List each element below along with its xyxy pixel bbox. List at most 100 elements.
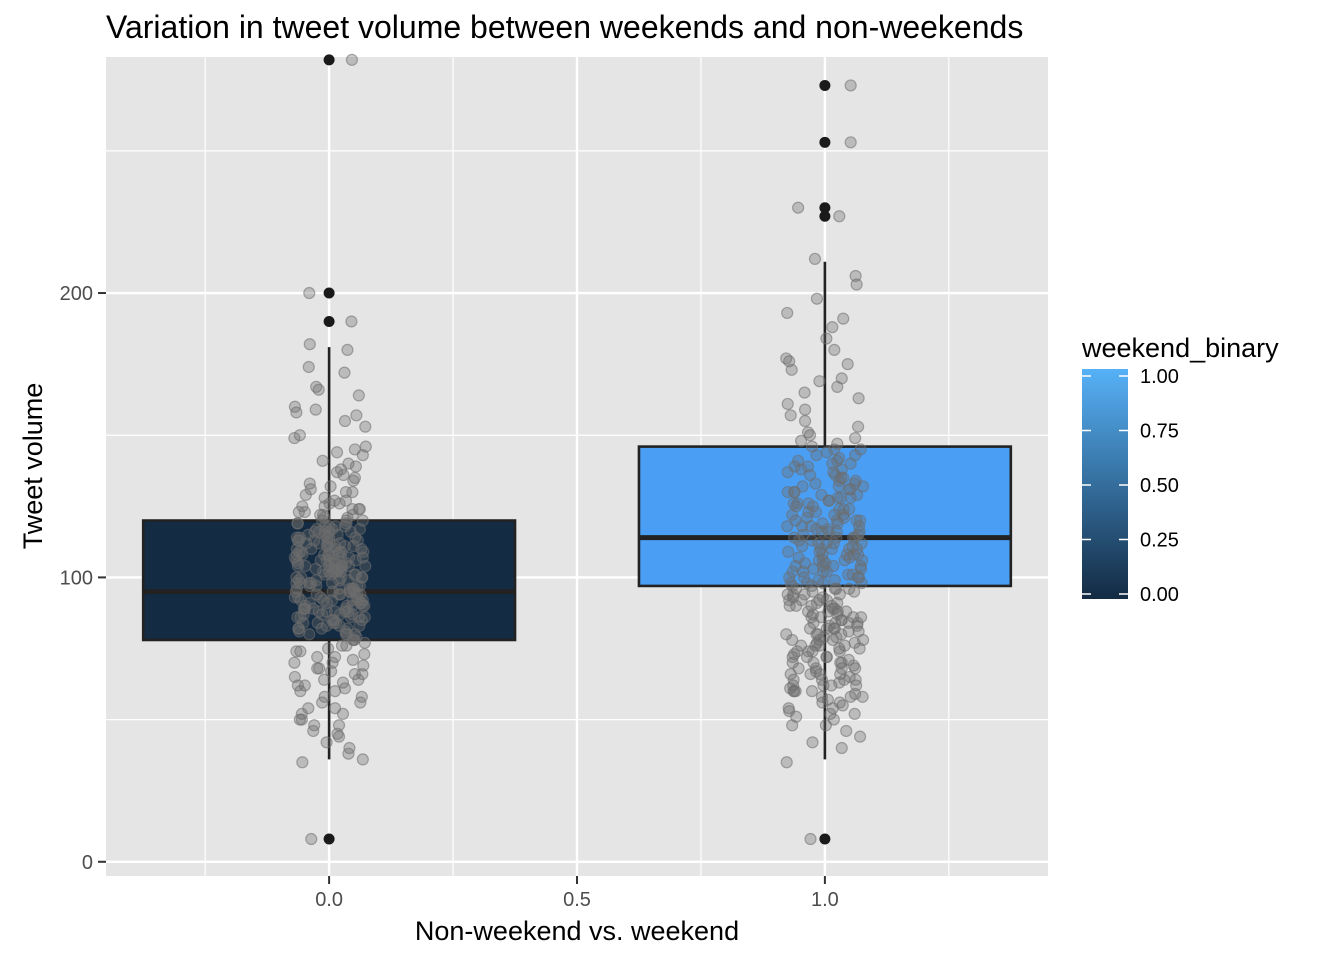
plot-panel bbox=[106, 53, 1048, 876]
jitter-point bbox=[303, 286, 316, 300]
jitter-point bbox=[318, 673, 331, 686]
jitter-point bbox=[357, 659, 370, 672]
jitter-point bbox=[810, 522, 823, 536]
jitter-point bbox=[789, 685, 802, 698]
jitter-point bbox=[811, 628, 825, 641]
jitter-point bbox=[810, 292, 824, 305]
y-tick-label: 200 bbox=[60, 283, 93, 305]
jitter-point bbox=[792, 201, 805, 214]
jitter-point bbox=[322, 642, 335, 655]
jitter-point bbox=[809, 639, 822, 652]
jitter-point bbox=[786, 508, 799, 521]
jitter-point bbox=[848, 707, 861, 721]
jitter-point bbox=[340, 639, 353, 652]
jitter-point bbox=[808, 252, 822, 266]
jitter-point bbox=[841, 358, 854, 371]
jitter-point bbox=[310, 579, 323, 593]
jitter-point bbox=[782, 545, 795, 558]
jitter-point bbox=[791, 497, 804, 510]
jitter-point bbox=[350, 409, 363, 422]
jitter-point bbox=[833, 474, 846, 487]
jitter-point bbox=[303, 628, 316, 641]
jitter-point bbox=[782, 702, 795, 715]
y-axis: 0 100 200 bbox=[60, 283, 106, 874]
jitter-point bbox=[335, 559, 348, 573]
jitter-point bbox=[851, 488, 864, 502]
jitter-point bbox=[788, 485, 801, 499]
jitter-point bbox=[788, 531, 801, 544]
jitter-point bbox=[316, 696, 329, 709]
x-tick-label: 0.5 bbox=[563, 889, 591, 911]
jitter-point bbox=[815, 673, 829, 686]
jitter-point bbox=[353, 619, 366, 632]
jitter-point bbox=[813, 375, 826, 388]
jitter-point bbox=[819, 719, 832, 732]
jitter-point bbox=[291, 517, 304, 530]
jitter-point bbox=[781, 485, 794, 499]
jitter-point bbox=[844, 136, 857, 149]
x-tick-label: 1.0 bbox=[811, 889, 839, 911]
jitter-point bbox=[346, 653, 360, 666]
colorbar-tick-label: 1.00 bbox=[1140, 366, 1179, 388]
jitter-point bbox=[349, 460, 362, 473]
jitter-point bbox=[316, 454, 329, 467]
jitter-point bbox=[806, 736, 819, 749]
outlier-point bbox=[323, 287, 335, 299]
jitter-point bbox=[293, 713, 306, 726]
jitter-point bbox=[840, 724, 853, 738]
jitter-point bbox=[844, 79, 857, 92]
jitter-point bbox=[359, 420, 372, 433]
colorbar-tick-label: 0.25 bbox=[1140, 530, 1179, 552]
jitter-point bbox=[330, 446, 344, 459]
jitter-point bbox=[820, 332, 833, 345]
jitter-point bbox=[341, 622, 354, 635]
outlier-point bbox=[323, 54, 335, 66]
chart-title: Variation in tweet volume between weeken… bbox=[106, 9, 1023, 45]
jitter-point bbox=[312, 383, 325, 396]
jitter-point bbox=[833, 503, 846, 516]
jitter-point bbox=[787, 588, 800, 601]
jitter-point bbox=[855, 576, 868, 590]
jitter-point bbox=[356, 753, 369, 766]
jitter-point bbox=[804, 667, 817, 681]
jitter-point bbox=[317, 594, 330, 607]
outlier-point bbox=[819, 136, 831, 148]
jitter-point bbox=[798, 386, 811, 399]
jitter-point bbox=[842, 483, 855, 496]
jitter-point bbox=[356, 571, 369, 584]
jitter-point bbox=[842, 625, 855, 638]
jitter-point bbox=[831, 380, 844, 393]
jitter-point bbox=[831, 491, 844, 504]
jitter-point bbox=[290, 531, 303, 544]
jitter-point bbox=[352, 673, 365, 686]
jitter-point bbox=[830, 582, 843, 595]
jitter-point bbox=[856, 690, 869, 703]
jitter-point bbox=[345, 53, 359, 66]
jitter-point bbox=[342, 747, 355, 760]
jitter-point bbox=[347, 474, 360, 487]
jitter-point bbox=[850, 679, 863, 692]
jitter-point bbox=[342, 457, 355, 470]
jitter-point bbox=[339, 485, 353, 499]
jitter-point bbox=[341, 605, 355, 618]
jitter-point bbox=[288, 431, 301, 445]
jitter-point bbox=[354, 696, 367, 709]
jitter-point bbox=[311, 650, 324, 664]
jitter-point bbox=[334, 588, 347, 601]
jitter-point bbox=[838, 673, 851, 686]
jitter-point bbox=[816, 696, 829, 709]
x-axis: 0.0 0.5 1.0 bbox=[315, 876, 839, 911]
jitter-point bbox=[827, 559, 840, 573]
jitter-point bbox=[785, 363, 798, 376]
jitter-point bbox=[844, 690, 857, 703]
jitter-point bbox=[338, 414, 352, 428]
jitter-point bbox=[806, 645, 819, 658]
jitter-point bbox=[831, 437, 844, 450]
jitter-point bbox=[294, 685, 307, 698]
jitter-layer bbox=[288, 53, 870, 846]
jitter-point bbox=[828, 343, 841, 357]
jitter-point bbox=[299, 599, 312, 612]
jitter-point bbox=[795, 594, 808, 607]
outlier-layer bbox=[323, 54, 831, 845]
